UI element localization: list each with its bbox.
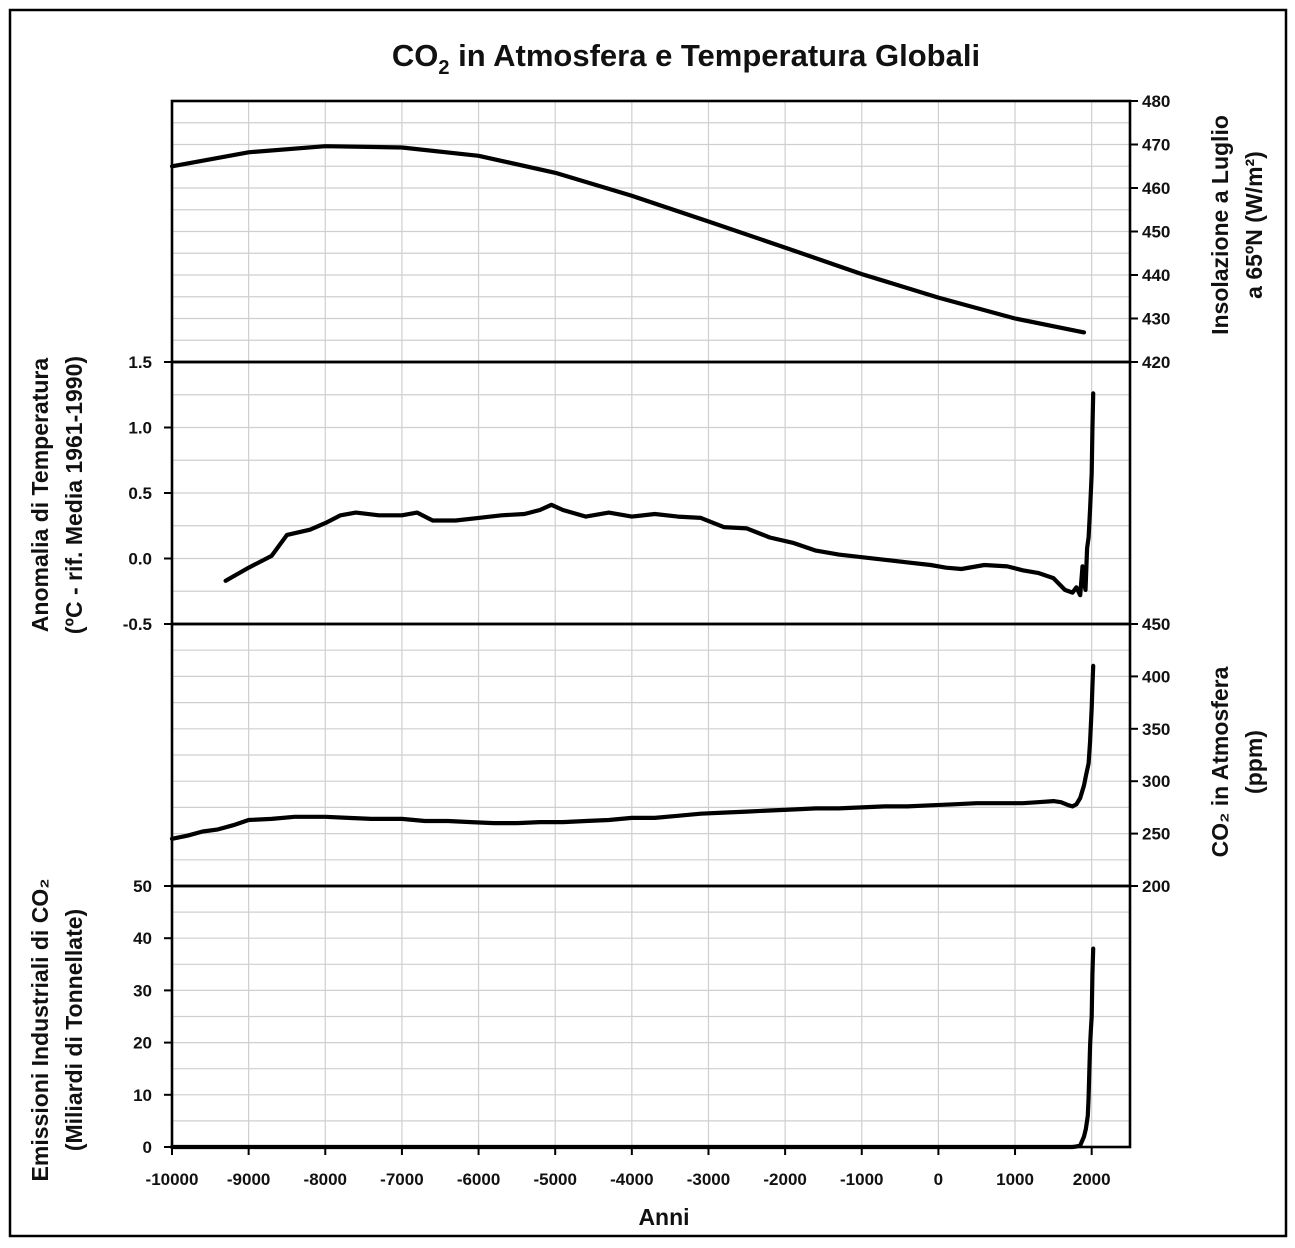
y-axis-title-emissions: Emissioni Industriali di CO₂: [27, 879, 53, 1182]
y-tick-label: 450: [1142, 615, 1170, 634]
x-tick-label: -8000: [304, 1170, 347, 1189]
y-tick-label: 350: [1142, 720, 1170, 739]
x-tick-label: -7000: [380, 1170, 423, 1189]
x-tick-label: -6000: [457, 1170, 500, 1189]
x-tick-label: 0: [934, 1170, 943, 1189]
series-line-co2: [169, 663, 1096, 841]
series-layer: [169, 144, 1096, 1150]
series-line-emissions: [169, 946, 1096, 1150]
y-tick-label: 30: [133, 981, 152, 1000]
y-tick-label: 1.0: [128, 419, 152, 438]
x-tick-label: -10000: [146, 1170, 199, 1189]
y-tick-label: 460: [1142, 179, 1170, 198]
y-axis-title-temperature: Anomalia di Temperatura: [27, 358, 53, 633]
x-tick-label: -3000: [687, 1170, 730, 1189]
outer-border: [8, 8, 1288, 1238]
series-line-insolation: [169, 144, 1087, 335]
y-tick-label: -0.5: [123, 615, 152, 634]
chart-title-sub: 2: [438, 57, 449, 79]
y-tick-label: 450: [1142, 223, 1170, 242]
grid-layer: [171, 101, 1130, 1147]
y-axis-title-co2: (ppm): [1241, 730, 1267, 794]
chart-title-pre: CO: [392, 38, 439, 73]
x-axis-title: Anni: [638, 1204, 689, 1230]
y-tick-label: 400: [1142, 667, 1170, 686]
x-tick-label: -1000: [840, 1170, 883, 1189]
y-axis-title-insolation: Insolazione a Luglio: [1207, 115, 1233, 335]
y-tick-label: 0.5: [128, 484, 152, 503]
y-axis-title-co2: CO₂ in Atmosfera: [1207, 666, 1233, 857]
x-tick-label: 2000: [1073, 1170, 1111, 1189]
tick-layer: 420430440450460470480-0.50.00.51.01.5200…: [123, 92, 1171, 1189]
y-tick-label: 200: [1142, 877, 1170, 896]
label-layer: Insolazione a Luglio a 65ºN (W/m²) Anomali…: [27, 115, 1267, 1181]
y-tick-label: 10: [133, 1086, 152, 1105]
y-tick-label: 420: [1142, 353, 1170, 372]
series-line-temperature: [223, 391, 1096, 598]
y-tick-label: 50: [133, 877, 152, 896]
y-tick-label: 20: [133, 1034, 152, 1053]
x-tick-label: -2000: [763, 1170, 806, 1189]
x-tick-label: -5000: [533, 1170, 576, 1189]
y-tick-label: 40: [133, 929, 152, 948]
y-tick-label: 440: [1142, 266, 1170, 285]
y-tick-label: 1.5: [128, 353, 152, 372]
x-tick-label: -4000: [610, 1170, 653, 1189]
x-tick-label: -9000: [227, 1170, 270, 1189]
chart-title-post: in Atmosfera e Temperatura Globali: [450, 38, 981, 73]
y-tick-label: 300: [1142, 772, 1170, 791]
y-tick-label: 0.0: [128, 550, 152, 569]
y-tick-label: 0: [143, 1138, 152, 1157]
y-tick-label: 470: [1142, 136, 1170, 155]
y-axis-title-temperature: (ºC - rif. Media 1961-1990): [61, 356, 87, 634]
y-axis-title-insolation: a 65ºN (W/m²): [1241, 151, 1267, 299]
y-tick-label: 250: [1142, 825, 1170, 844]
x-tick-label: 1000: [996, 1170, 1034, 1189]
y-tick-label: 480: [1142, 92, 1170, 111]
chart-title: CO2 in Atmosfera e Temperatura Globali: [392, 38, 980, 79]
y-tick-label: 430: [1142, 310, 1170, 329]
y-axis-title-emissions: (Miliardi di Tonnellate): [61, 909, 87, 1151]
